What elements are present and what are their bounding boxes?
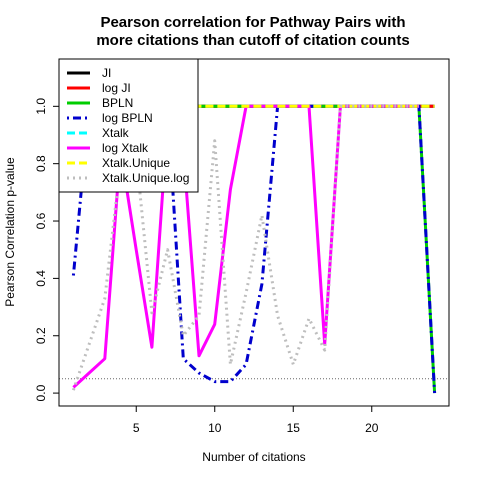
legend-label-4: Xtalk	[102, 126, 130, 140]
y-tick-label: 0.4	[34, 270, 48, 287]
y-tick-label: 0.6	[34, 212, 48, 229]
legend-label-6: Xtalk.Unique	[102, 156, 170, 170]
legend-label-5: log Xtalk	[102, 141, 149, 155]
legend-label-3: log BPLN	[102, 111, 153, 125]
legend-label-1: log JI	[102, 81, 131, 95]
x-tick-label: 20	[365, 421, 379, 435]
chart-title-line-1: Pearson correlation for Pathway Pairs wi…	[100, 14, 405, 31]
x-tick-label: 5	[133, 421, 140, 435]
legend-label-2: BPLN	[102, 96, 133, 110]
x-tick-label: 10	[208, 421, 222, 435]
legend-label-7: Xtalk.Unique.log	[102, 171, 189, 185]
x-tick-label: 15	[287, 421, 301, 435]
y-tick-label: 0.0	[34, 384, 48, 401]
y-tick-label: 1.0	[34, 98, 48, 115]
y-axis: 0.0 0.2 0.4 0.6 0.8 1.0	[34, 98, 59, 401]
x-axis: 5 10 15 20	[133, 406, 379, 435]
y-axis-label: Pearson Correlation p-value	[3, 157, 17, 307]
x-axis-label: Number of citations	[202, 450, 305, 464]
plot-frame	[58, 58, 450, 407]
y-tick-label: 0.2	[34, 327, 48, 344]
legend-label-0: JI	[102, 66, 111, 80]
legend-box	[58, 58, 199, 193]
y-tick-label: 0.8	[34, 155, 48, 172]
chart-title-line-2: more citations than cutoff of citation c…	[96, 32, 409, 49]
